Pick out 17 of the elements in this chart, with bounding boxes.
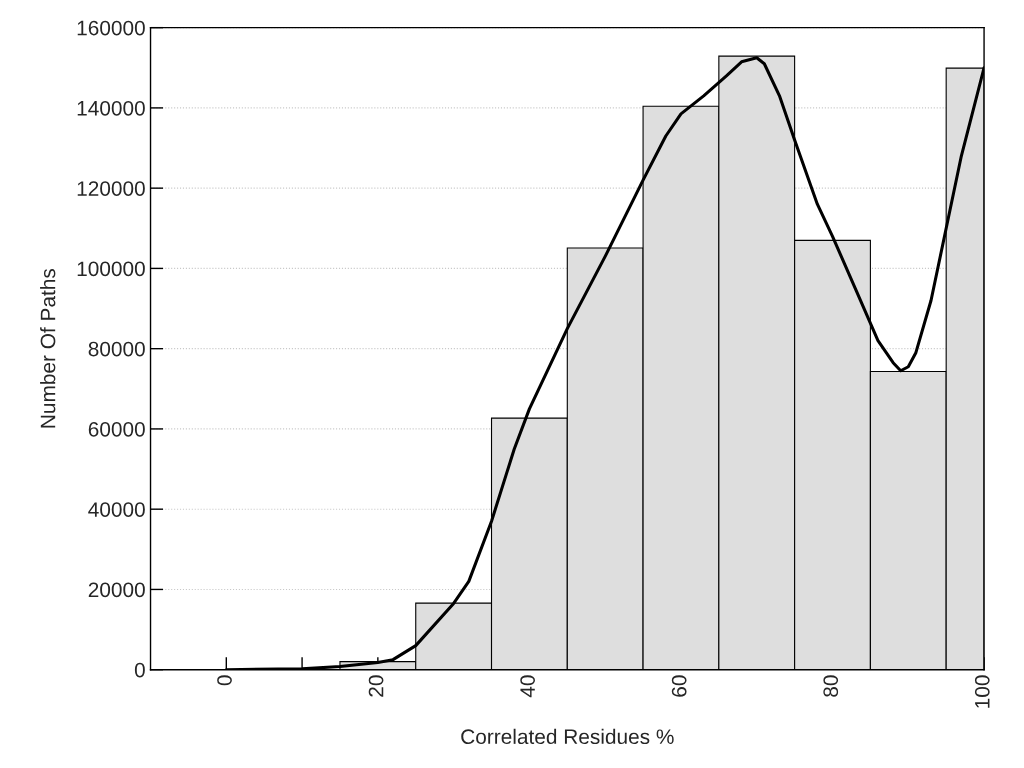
x-tick-label: 80: [823, 675, 839, 697]
y-tick-label: 120000: [77, 181, 145, 196]
y-tick-label: 40000: [88, 502, 145, 517]
y-tick-label: 100000: [77, 261, 145, 277]
x-tick-label: 100: [974, 675, 990, 708]
x-tick-label: 40: [520, 675, 535, 698]
y-axis-title: Number Of Paths: [40, 268, 56, 428]
y-tick-label: 60000: [88, 421, 145, 437]
y-tick-label: 20000: [88, 582, 145, 598]
x-tick-label: 60: [671, 675, 687, 697]
y-tick-label: 140000: [77, 100, 145, 116]
x-axis-title: Correlated Residues %: [461, 728, 674, 745]
y-tick-label: 0: [134, 662, 145, 678]
y-tick-label: 160000: [77, 20, 145, 36]
x-tick-label: 0: [217, 675, 232, 686]
x-tick-label: 20: [368, 675, 384, 697]
y-tick-label: 80000: [88, 341, 145, 357]
